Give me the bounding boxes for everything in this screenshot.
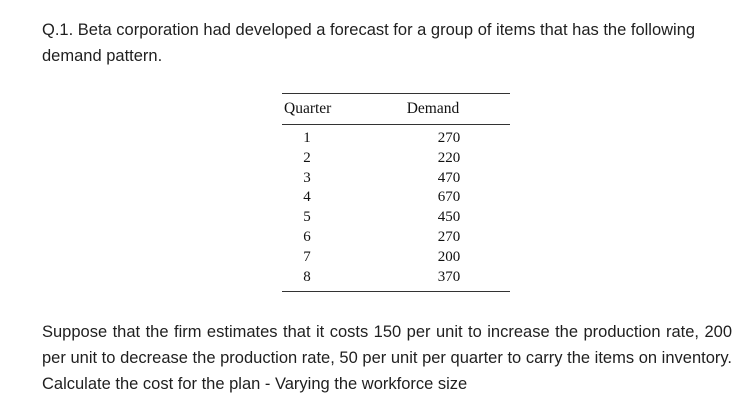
demand-column: 270 220 470 670 450 270 200 370 [332, 129, 510, 287]
header-demand: Demand [406, 100, 460, 117]
quarter-cell: 3 [303, 169, 311, 186]
table-header-rule [282, 124, 510, 125]
table-body: 1 2 3 4 5 6 7 8 270 220 470 670 450 270 … [282, 129, 510, 287]
quarter-cell: 4 [303, 189, 311, 206]
question-intro: Q.1. Beta corporation had developed a fo… [42, 21, 696, 65]
demand-table: Quarter Demand 1 2 3 4 5 6 7 8 270 220 4… [282, 93, 510, 293]
question-body: Suppose that the firm estimates that it … [42, 323, 732, 393]
quarter-cell: 7 [303, 248, 311, 265]
quarter-cell: 2 [303, 149, 311, 166]
quarter-column: 1 2 3 4 5 6 7 8 [282, 129, 332, 287]
header-quarter: Quarter [284, 100, 332, 117]
table-header-row: Quarter Demand [282, 94, 510, 124]
demand-cell: 200 [437, 248, 461, 265]
demand-cell: 270 [437, 130, 461, 146]
quarter-cell: 5 [303, 209, 311, 226]
demand-cell: 270 [437, 228, 461, 245]
quarter-cell: 6 [303, 228, 311, 245]
quarter-cell: 1 [303, 130, 311, 146]
demand-cell: 220 [437, 149, 461, 166]
demand-cell: 670 [437, 189, 461, 206]
quarter-cell: 8 [303, 268, 311, 285]
table-bottom-rule [282, 291, 510, 293]
demand-cell: 370 [437, 268, 461, 285]
demand-cell: 470 [437, 169, 461, 186]
demand-cell: 450 [437, 209, 461, 226]
table-top-rule [282, 93, 510, 94]
